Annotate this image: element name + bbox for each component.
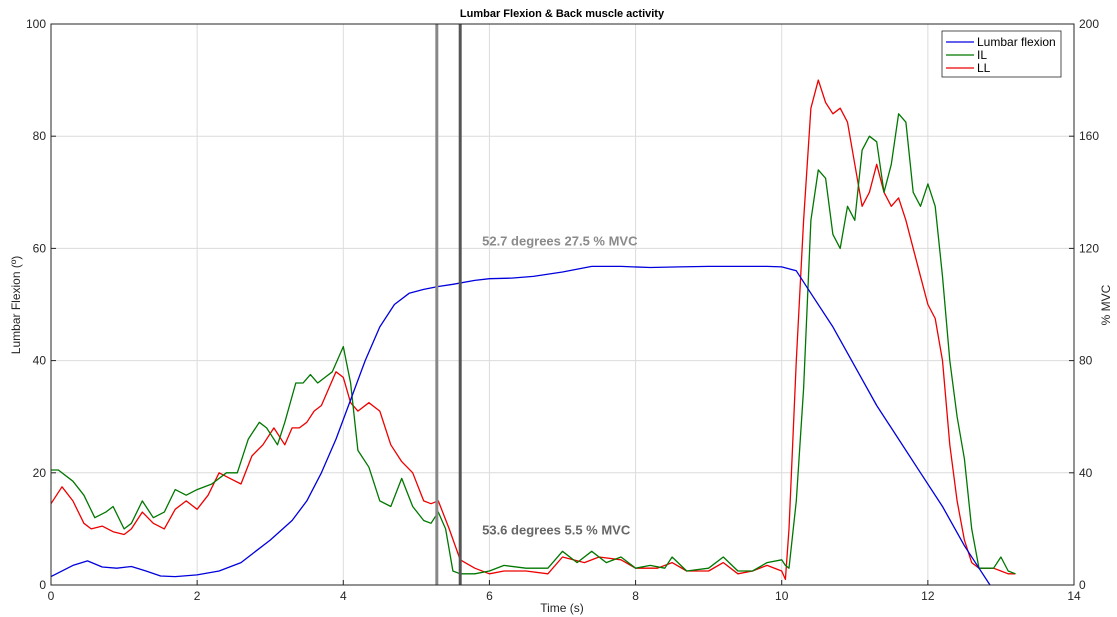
legend-label-ll: LL bbox=[977, 61, 991, 75]
vline-layer bbox=[435, 24, 462, 585]
series-layer bbox=[50, 79, 1016, 586]
x-tick-label: 14 bbox=[1067, 589, 1081, 603]
y-right-tick-label: 40 bbox=[1079, 466, 1093, 480]
series-line-il bbox=[51, 113, 1016, 575]
chart-title: Lumbar Flexion & Back muscle activity bbox=[460, 8, 665, 20]
annotations: 52.7 degrees 27.5 % MVC 53.6 degrees 5.5 … bbox=[482, 234, 638, 538]
x-axis-label: Time (s) bbox=[540, 601, 584, 615]
y-left-tick-label: 100 bbox=[26, 17, 46, 31]
series-line-ll bbox=[50, 79, 1016, 581]
annotation-label: 52.7 degrees 27.5 % MVC bbox=[482, 234, 638, 249]
x-tick-label: 10 bbox=[775, 589, 789, 603]
x-tick-label: 4 bbox=[340, 589, 347, 603]
x-tick-label: 8 bbox=[632, 589, 639, 603]
legend-label-lumbar: Lumbar flexion bbox=[977, 35, 1056, 49]
legend: Lumbar flexion IL LL bbox=[941, 30, 1062, 78]
y-axis-right-label: % MVC bbox=[1099, 284, 1113, 325]
y-left-tick-label: 20 bbox=[33, 466, 47, 480]
y-right-tick-label: 200 bbox=[1079, 17, 1099, 31]
x-tick-label: 0 bbox=[48, 589, 55, 603]
x-tick-label: 12 bbox=[921, 589, 935, 603]
y-ticks-left: 0 20 40 60 80 100 bbox=[26, 17, 56, 592]
x-tick-label: 6 bbox=[486, 589, 493, 603]
x-tick-label: 2 bbox=[194, 589, 201, 603]
x-ticks: 0 2 4 6 8 10 12 14 bbox=[48, 580, 1081, 603]
legend-box bbox=[941, 30, 1062, 78]
y-left-tick-label: 40 bbox=[33, 354, 47, 368]
plot-frame bbox=[50, 23, 1075, 586]
y-right-tick-label: 120 bbox=[1079, 241, 1099, 255]
legend-label-il: IL bbox=[977, 48, 987, 62]
series-line-lumbar-flexion bbox=[50, 265, 991, 586]
y-left-tick-label: 0 bbox=[39, 578, 46, 592]
y-right-tick-label: 0 bbox=[1079, 578, 1086, 592]
y-right-tick-label: 80 bbox=[1079, 354, 1093, 368]
y-right-tick-label: 160 bbox=[1079, 129, 1099, 143]
y-axis-left-label: Lumbar Flexion (º) bbox=[9, 256, 23, 354]
y-left-tick-label: 80 bbox=[33, 129, 47, 143]
y-ticks-right: 0 40 80 120 160 200 bbox=[1069, 17, 1099, 592]
y-left-tick-label: 60 bbox=[33, 241, 47, 255]
annotation-label: 53.6 degrees 5.5 % MVC bbox=[482, 523, 631, 538]
